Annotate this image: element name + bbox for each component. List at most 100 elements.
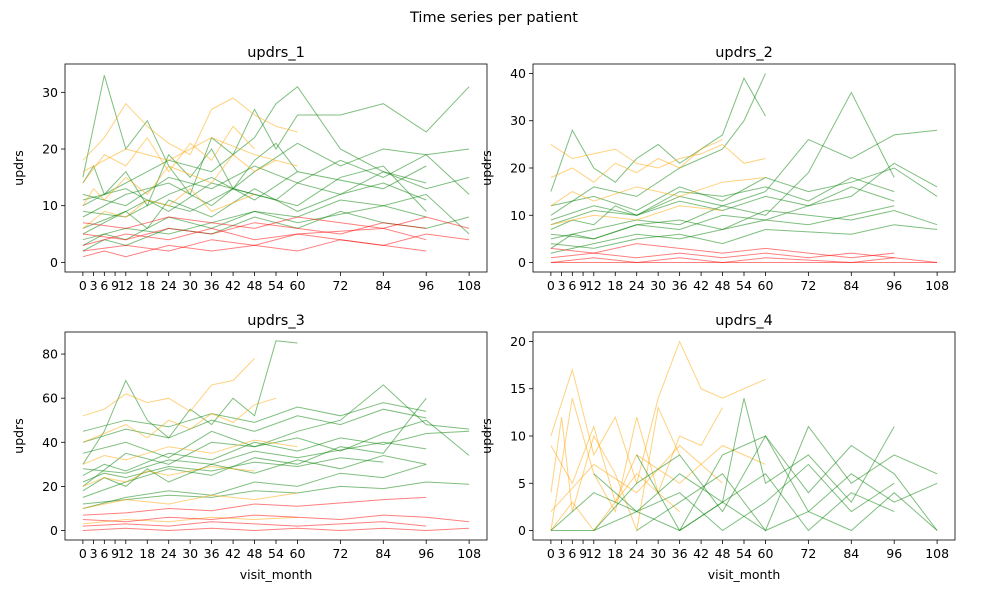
x-tick-label: 60 [758, 278, 774, 293]
y-tick-label: 20 [510, 161, 526, 176]
x-tick-label: 3 [90, 546, 98, 561]
series-line [82, 125, 255, 184]
subplot-grid: 0 3 6 912 18 24 30 36 42 48 54 60 72 84 96 1080102030up… [11, 45, 956, 582]
x-tick-label: 0 [547, 546, 555, 561]
series-line [550, 186, 895, 230]
y-tick-label: 60 [42, 391, 58, 406]
x-tick-label: 24 [161, 278, 177, 293]
x-tick-label: 60 [758, 546, 774, 561]
x-tick-label: 42 [225, 546, 241, 561]
x-tick-label: 6 [568, 546, 576, 561]
subplot-updrs_4: 0 3 6 912 18 24 30 36 42 48 54 60 72 84 96 10805101520u… [479, 313, 956, 582]
x-tick-label: 18 [607, 546, 623, 561]
series-line [550, 177, 766, 207]
subplot-title: updrs_4 [715, 313, 773, 329]
series-line [82, 527, 470, 532]
series-line [82, 402, 427, 432]
x-tick-label: 36 [672, 278, 688, 293]
x-tick-label: 54 [736, 546, 752, 561]
subplot-updrs_3: 0 3 6 912 18 24 30 36 42 48 54 60 72 84 96 108020406080… [11, 313, 488, 582]
x-tick-label: 42 [225, 278, 241, 293]
x-tick-label: 0 [79, 278, 87, 293]
x-tick-label: 108 [457, 546, 481, 561]
series-line [82, 233, 470, 252]
series-group [550, 73, 938, 264]
axes-frame [64, 63, 488, 273]
x-tick-label: 36 [204, 546, 220, 561]
y-tick-label: 20 [42, 479, 58, 494]
y-tick-label: 40 [510, 66, 526, 81]
series-line [550, 398, 723, 531]
y-tick-label: 20 [42, 142, 58, 157]
series-line [82, 154, 470, 207]
x-tick-label: 18 [139, 546, 155, 561]
x-tick-label: 24 [629, 278, 645, 293]
x-tick-label: 72 [800, 278, 816, 293]
series-line [550, 167, 938, 212]
x-axis-label: visit_month [708, 567, 781, 582]
x-tick-label: 96 [418, 546, 434, 561]
x-tick-label: 18 [139, 278, 155, 293]
series-line [82, 239, 427, 258]
x-tick-label: 9 [111, 278, 119, 293]
series-line [82, 521, 427, 527]
x-tick-label: 54 [268, 546, 284, 561]
subplot-updrs_2: 0 3 6 912 18 24 30 36 42 48 54 60 72 84 96 108010203040… [479, 45, 956, 293]
series-line [82, 75, 470, 196]
x-tick-label: 12 [586, 278, 602, 293]
series-line [82, 227, 427, 246]
series-line [82, 481, 470, 505]
series-line [550, 129, 938, 226]
series-line [82, 222, 427, 241]
x-tick-label: 84 [375, 546, 391, 561]
subplot-title: updrs_1 [247, 45, 305, 61]
series-line [82, 397, 427, 498]
y-axis-label: updrs [11, 418, 26, 453]
x-tick-label: 84 [375, 278, 391, 293]
x-tick-label: 48 [247, 546, 263, 561]
x-tick-label: 36 [204, 278, 220, 293]
series-line [82, 430, 470, 476]
series-line [550, 424, 766, 504]
y-axis-label: updrs [11, 150, 26, 185]
x-tick-label: 42 [693, 546, 709, 561]
series-line [82, 441, 427, 474]
x-tick-label: 30 [182, 546, 198, 561]
y-tick-label: 10 [510, 429, 526, 444]
y-tick-label: 80 [42, 347, 58, 362]
y-axis-label: updrs [479, 418, 494, 453]
y-tick-label: 10 [510, 208, 526, 223]
series-group [550, 340, 938, 533]
series-line [550, 209, 938, 240]
series-line [550, 444, 723, 512]
x-tick-label: 72 [332, 278, 348, 293]
series-line [550, 162, 938, 249]
series-line [82, 397, 277, 443]
axes-frame [64, 331, 488, 541]
series-line [550, 492, 938, 532]
x-tick-label: 36 [672, 546, 688, 561]
series-line [82, 142, 470, 218]
x-tick-label: 54 [736, 278, 752, 293]
y-tick-label: 10 [42, 198, 58, 213]
x-tick-label: 60 [290, 546, 306, 561]
series-line [82, 492, 298, 509]
x-tick-label: 30 [650, 546, 666, 561]
y-tick-label: 30 [42, 85, 58, 100]
x-tick-label: 6 [100, 278, 108, 293]
series-line [636, 454, 895, 532]
series-line [82, 463, 427, 509]
series-line [82, 465, 255, 487]
x-tick-label: 6 [100, 546, 108, 561]
series-line [550, 340, 766, 486]
x-tick-label: 3 [90, 278, 98, 293]
series-line [550, 176, 895, 221]
x-tick-label: 72 [332, 546, 348, 561]
x-tick-label: 60 [290, 278, 306, 293]
y-tick-label: 0 [518, 523, 526, 538]
x-tick-label: 96 [418, 278, 434, 293]
y-tick-label: 0 [50, 255, 58, 270]
x-tick-label: 0 [79, 546, 87, 561]
